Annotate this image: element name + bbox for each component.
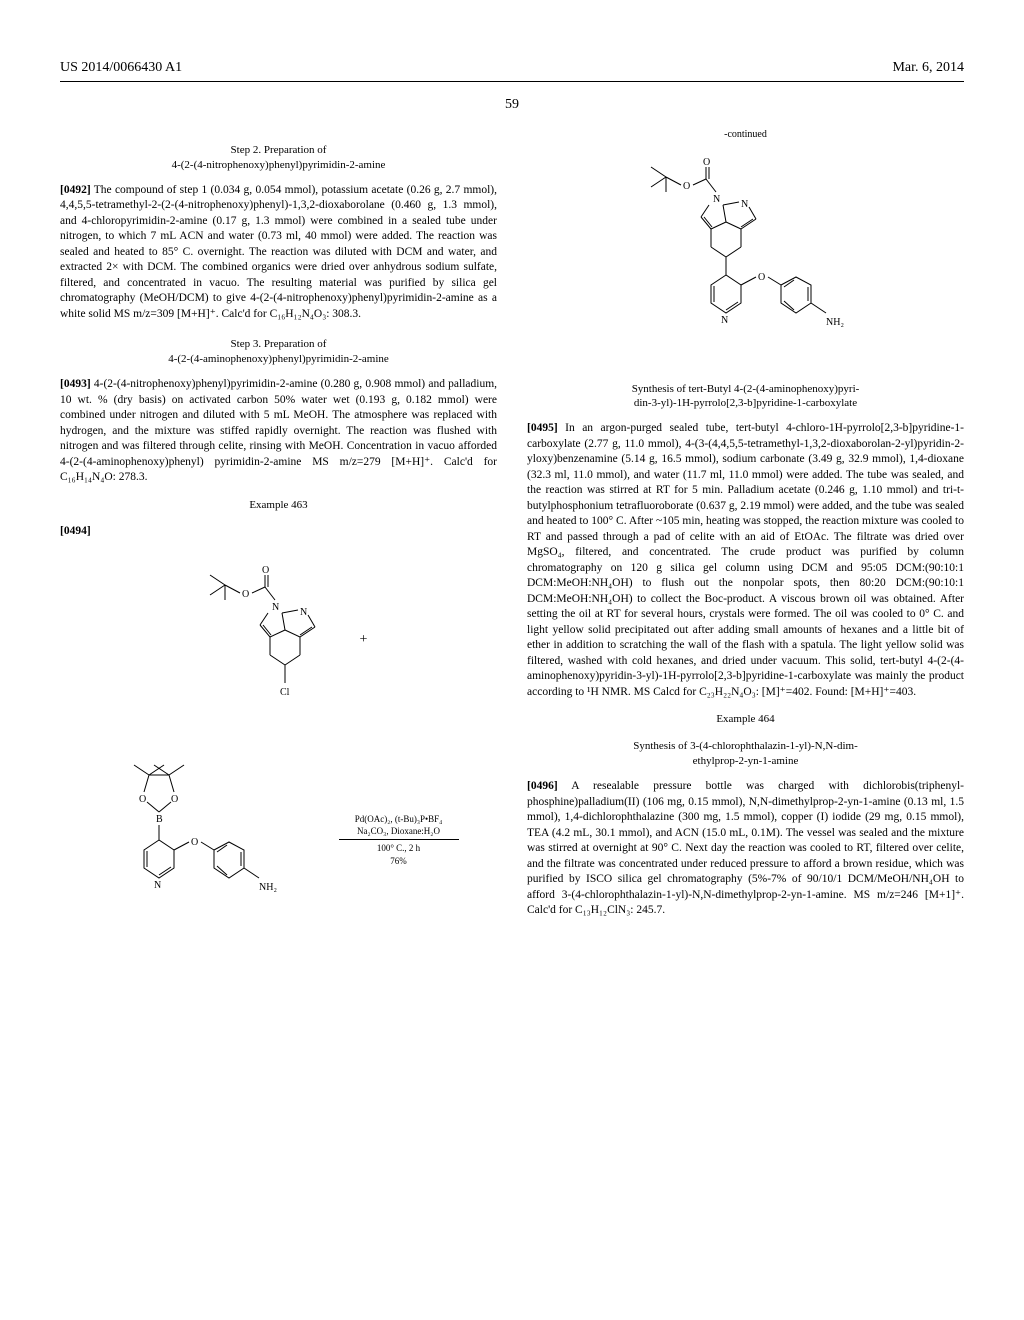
para-0493: [0493] 4-(2-(4-nitrophenoxy)phenyl)pyrim…: [60, 377, 497, 486]
para-0494: [0494]: [60, 524, 497, 540]
synthesis-line1: Synthesis of tert-Butyl 4-(2-(4-aminophe…: [527, 382, 964, 397]
structure-boc-chloro: O O N N: [60, 555, 497, 725]
para-0493-text: 4-(2-(4-nitrophenoxy)phenyl)pyrimidin-2-…: [60, 378, 497, 483]
step3-heading-line2: 4-(2-(4-aminophenoxy)phenyl)pyrimidin-2-…: [60, 352, 497, 367]
synthesis-464-heading: Synthesis of 3-(4-chlorophthalazin-1-yl)…: [527, 739, 964, 769]
product-svg: O O N N: [621, 157, 871, 367]
svg-text:O: O: [262, 565, 269, 576]
synthesis-heading: Synthesis of tert-Butyl 4-(2-(4-aminophe…: [527, 382, 964, 412]
svg-text:N: N: [272, 602, 279, 613]
page-number: 59: [60, 97, 964, 113]
step3-heading-line1: Step 3. Preparation of: [60, 337, 497, 352]
right-column: -continued O O N: [527, 128, 964, 955]
header: US 2014/0066430 A1 Mar. 6, 2014: [60, 60, 964, 82]
example-463-heading: Example 463: [60, 498, 497, 513]
structure-boronate: O O B N O: [60, 740, 497, 940]
svg-text:B: B: [156, 814, 163, 825]
svg-text:O: O: [242, 589, 249, 600]
boronate-svg: O O B N O: [109, 750, 309, 930]
svg-text:O: O: [171, 794, 178, 805]
para-0495-number: [0495]: [527, 422, 558, 434]
para-0493-number: [0493]: [60, 378, 91, 390]
svg-text:N: N: [721, 315, 728, 326]
svg-text:O: O: [758, 272, 765, 283]
conditions-line2: Na₂CO₃, Dioxane:H₂O: [339, 825, 459, 837]
para-0495-text: In an argon-purged sealed tube, tert-but…: [527, 422, 964, 698]
synthesis-line2: din-3-yl)-1H-pyrrolo[2,3-b]pyridine-1-ca…: [527, 396, 964, 411]
content: Step 2. Preparation of 4-(2-(4-nitrophen…: [60, 128, 964, 955]
para-0496: [0496] A resealable pressure bottle was …: [527, 779, 964, 919]
para-0494-number: [0494]: [60, 525, 91, 537]
step3-heading: Step 3. Preparation of 4-(2-(4-aminophen…: [60, 337, 497, 367]
reaction-arrow: [339, 839, 459, 840]
svg-text:Cl: Cl: [280, 687, 290, 698]
patent-date: Mar. 6, 2014: [892, 60, 964, 76]
svg-text:O: O: [191, 837, 198, 848]
para-0492-text: The compound of step 1 (0.034 g, 0.054 m…: [60, 184, 497, 320]
para-0492: [0492] The compound of step 1 (0.034 g, …: [60, 183, 497, 323]
synthesis-464-line1: Synthesis of 3-(4-chlorophthalazin-1-yl)…: [527, 739, 964, 754]
boc-chloro-svg: O O N N: [190, 565, 340, 715]
para-0496-text: A resealable pressure bottle was charged…: [527, 780, 964, 916]
svg-text:NH₂: NH₂: [259, 882, 277, 893]
plus-sign: +: [360, 631, 368, 650]
svg-text:N: N: [741, 199, 748, 210]
reaction-conditions: Pd(OAc)₂, (t-Bu)₃P•BF₄ Na₂CO₃, Dioxane:H…: [339, 813, 459, 867]
conditions-line3: 100° C., 2 h: [339, 842, 459, 854]
step2-heading: Step 2. Preparation of 4-(2-(4-nitrophen…: [60, 143, 497, 173]
step2-heading-line2: 4-(2-(4-nitrophenoxy)phenyl)pyrimidin-2-…: [60, 158, 497, 173]
synthesis-464-line2: ethylprop-2-yn-1-amine: [527, 754, 964, 769]
svg-text:N: N: [154, 880, 161, 891]
structure-product: O O N N: [527, 157, 964, 367]
svg-text:O: O: [703, 157, 710, 168]
para-0495: [0495] In an argon-purged sealed tube, t…: [527, 421, 964, 700]
example-464-heading: Example 464: [527, 712, 964, 727]
svg-text:N: N: [713, 194, 720, 205]
left-column: Step 2. Preparation of 4-(2-(4-nitrophen…: [60, 128, 497, 955]
svg-text:N: N: [300, 607, 307, 618]
step2-heading-line1: Step 2. Preparation of: [60, 143, 497, 158]
svg-text:O: O: [683, 181, 690, 192]
svg-text:O: O: [139, 794, 146, 805]
patent-number: US 2014/0066430 A1: [60, 60, 182, 76]
yield: 76%: [339, 855, 459, 867]
para-0496-number: [0496]: [527, 780, 558, 792]
svg-text:NH₂: NH₂: [826, 317, 844, 328]
para-0492-number: [0492]: [60, 184, 91, 196]
conditions-line1: Pd(OAc)₂, (t-Bu)₃P•BF₄: [339, 813, 459, 825]
continued-label: -continued: [527, 128, 964, 142]
